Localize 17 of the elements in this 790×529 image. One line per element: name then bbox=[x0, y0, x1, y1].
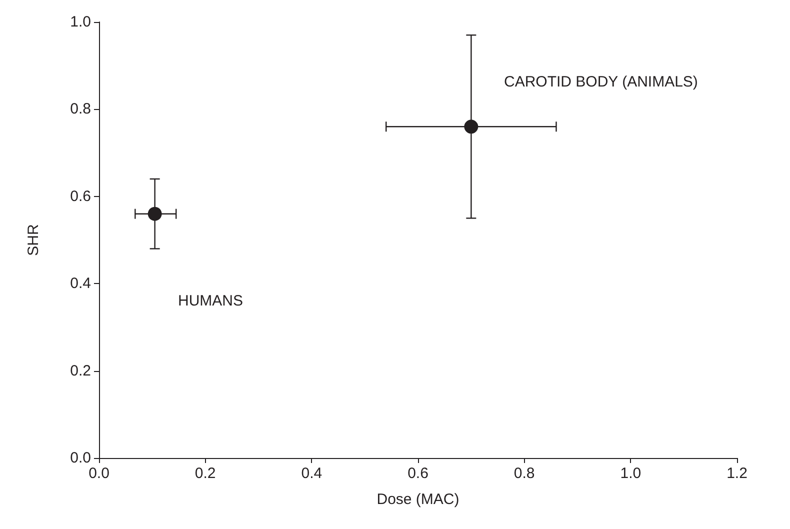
annotation: HUMANS bbox=[178, 292, 244, 310]
y-tick-label: 0.0 bbox=[70, 450, 91, 466]
x-tick-label: 0.6 bbox=[408, 465, 428, 482]
x-axis-title: Dose (MAC) bbox=[376, 491, 460, 508]
x-tick-label: 1.2 bbox=[726, 465, 748, 482]
y-tick-label: 0.6 bbox=[70, 188, 91, 205]
x-tick-label: 0.8 bbox=[514, 465, 535, 482]
x-tick-label: 0.4 bbox=[301, 465, 322, 482]
y-axis-title: SHR bbox=[25, 224, 42, 256]
y-tick-label: 0.2 bbox=[70, 362, 91, 380]
annotation: CAROTID BODY (ANIMALS) bbox=[504, 74, 698, 90]
x-tick-label: 1.0 bbox=[620, 465, 642, 482]
x-tick-label: 0.2 bbox=[194, 465, 216, 482]
y-tick-label: 0.4 bbox=[70, 275, 91, 292]
x-tick-label: 0.0 bbox=[88, 465, 110, 482]
y-tick-label: 1.0 bbox=[70, 14, 91, 30]
y-tick-label: 0.8 bbox=[70, 100, 91, 118]
